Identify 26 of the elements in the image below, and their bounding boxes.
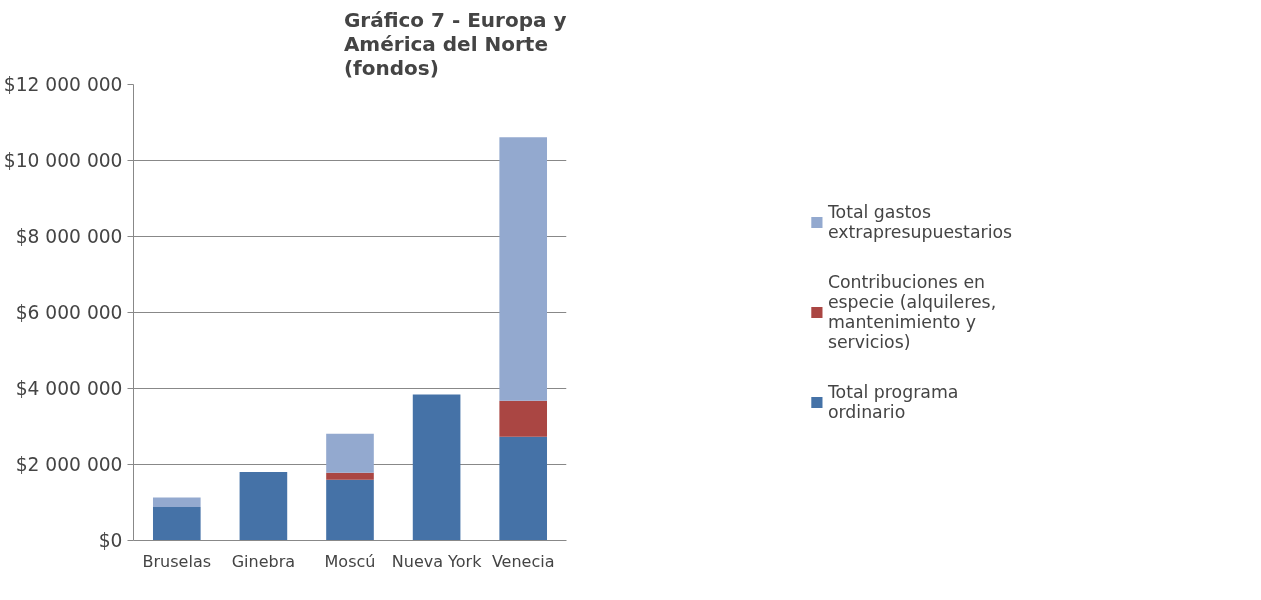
legend-label: Contribuciones en especie (alquileres, mantenimiento y servicios) — [827, 272, 997, 352]
y-tick-label: $0 — [98, 530, 123, 551]
bar — [326, 472, 374, 480]
x-tick-label: Nueva York — [391, 551, 483, 571]
bar — [499, 436, 548, 541]
x-tick-label: Venecia — [491, 551, 555, 571]
y-tick-label: $8 000 000 — [15, 226, 123, 247]
y-tick-label: $4 000 000 — [15, 378, 123, 399]
x-tick-label: Moscú — [324, 551, 376, 571]
y-tick-label: $2 000 000 — [15, 454, 123, 475]
bar — [499, 137, 548, 401]
legend-label: Total gastos extrapresupuestarios — [827, 202, 1013, 242]
bar — [412, 394, 461, 541]
bar — [152, 497, 201, 508]
bar — [326, 479, 374, 541]
x-tick-label: Ginebra — [231, 551, 296, 571]
bar — [239, 472, 288, 541]
y-tick-label: $6 000 000 — [15, 302, 123, 323]
legend-label: Total programa ordinario — [827, 382, 959, 422]
bar — [499, 400, 548, 437]
y-tick-label: $12 000 000 — [3, 74, 123, 95]
bar — [326, 433, 374, 473]
bar — [152, 507, 201, 541]
x-tick-label: Bruselas — [142, 551, 212, 571]
y-tick-label: $10 000 000 — [3, 150, 123, 171]
chart-title: Gráfico 7 - Europa y América del Norte (fondos) — [343, 7, 567, 80]
